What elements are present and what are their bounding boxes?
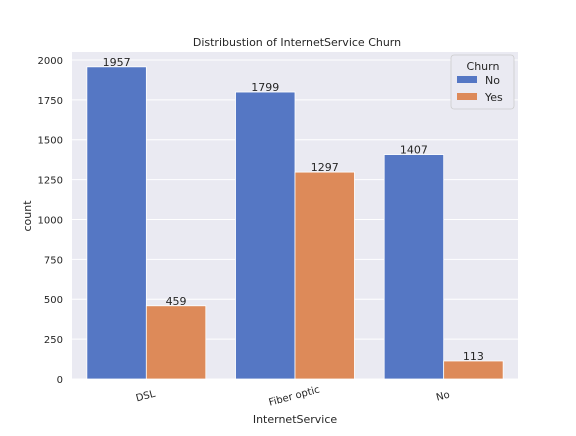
chart-title: Distribustion of InternetService Churn [193,36,401,49]
y-tick-label: 1000 [38,215,63,226]
legend-swatch-no [457,76,477,83]
x-tick-label: DSL [135,389,157,405]
y-tick-label: 750 [44,255,63,266]
y-tick-label: 2000 [38,56,63,67]
y-tick-label: 1250 [38,176,63,187]
y-tick-label: 250 [44,335,63,346]
x-axis-label: InternetService [253,413,338,426]
bar-yes [145,305,207,380]
legend-label-no: No [485,74,500,87]
y-tick-label: 1750 [38,96,63,107]
bar-value-label: 113 [463,350,484,363]
y-tick-label: 500 [44,295,63,306]
y-tick-label: 0 [57,375,63,386]
bar-value-label: 1957 [103,56,131,69]
bar-labels: 1957 459 1799 1297 1407 113 [103,56,484,363]
bars [86,66,504,380]
x-tick-label: No [435,390,451,404]
bar-value-label: 1799 [251,81,279,94]
bar-value-label: 1297 [311,161,339,174]
legend-swatch-yes [457,93,477,100]
legend-label-yes: Yes [484,91,503,104]
y-axis-label: count [21,200,34,232]
bar-yes [443,360,504,380]
bar-value-label: 459 [166,295,187,308]
bar-no [86,66,147,380]
bar-no [383,154,445,380]
legend: Churn No Yes [450,54,515,110]
x-tick-label: Fiber optic [268,385,321,409]
bar-no [235,91,296,380]
y-tick-label: 1500 [38,136,63,147]
bar-value-label: 1407 [400,144,428,157]
y-axis: 0 250 500 750 1000 1250 1500 1750 2000 [38,56,63,386]
x-axis: DSL Fiber optic No [135,385,451,409]
bar-yes [294,171,355,380]
legend-title: Churn [467,60,500,73]
